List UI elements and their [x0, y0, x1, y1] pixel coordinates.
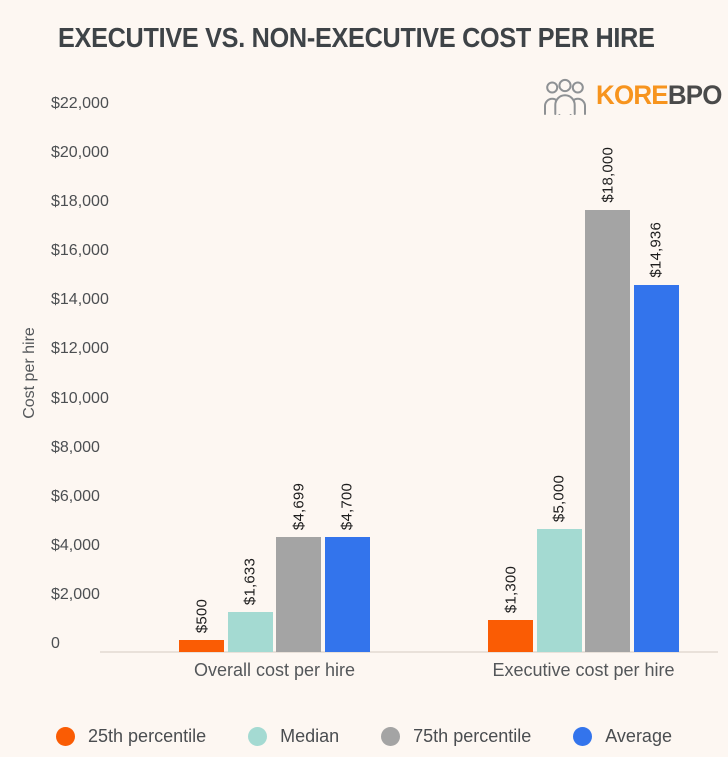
brand-kore: KORE — [596, 80, 669, 110]
y-tick-label: $14,000 — [51, 291, 109, 309]
bar-value-label: $4,700 — [338, 482, 356, 530]
bar-value-label: $1,633 — [241, 557, 259, 605]
bar: $500 — [179, 599, 224, 652]
legend-dot-icon — [248, 727, 268, 746]
y-tick-label: $2,000 — [51, 585, 100, 603]
brand-logo: KOREBPO — [542, 78, 722, 115]
brand-bpo: BPO — [667, 80, 723, 110]
legend-label: Average — [605, 726, 672, 746]
y-tick-label: $4,000 — [51, 536, 100, 554]
legend-dot-icon — [573, 727, 593, 746]
legend-dot-icon — [56, 727, 76, 746]
legend-item: Average — [573, 726, 672, 747]
y-tick-label: $20,000 — [51, 144, 109, 162]
legend-item: Median — [248, 726, 339, 747]
y-tick-label: $6,000 — [51, 487, 100, 505]
legend: 25th percentile Median 75th percentile Aver… — [0, 726, 728, 747]
y-tick-label: $18,000 — [51, 193, 109, 211]
bar-value-label: $500 — [193, 598, 210, 633]
y-tick-label: $10,000 — [51, 389, 109, 407]
bar: $4,700 — [324, 483, 370, 652]
bar: $4,699 — [276, 483, 321, 652]
legend-item: 25th percentile — [56, 726, 206, 747]
y-tick-label: $16,000 — [51, 242, 109, 260]
bar: $1,633 — [227, 558, 273, 652]
y-tick-label: $12,000 — [51, 340, 109, 358]
bar-value-label: $1,300 — [502, 565, 519, 613]
legend-item: 75th percentile — [381, 726, 531, 747]
y-tick-label: $8,000 — [51, 438, 100, 456]
legend-label: Median — [280, 726, 340, 746]
people-group-icon — [544, 78, 586, 115]
bar: $18,000 — [585, 147, 630, 652]
legend-label: 75th percentile — [413, 726, 532, 746]
x-axis-line — [100, 651, 718, 653]
y-tick-label: $22,000 — [51, 95, 109, 112]
bar-value-label: $4,699 — [290, 482, 307, 530]
legend-label: 25th percentile — [88, 726, 207, 746]
bar: $1,300 — [488, 566, 533, 652]
bar: $5,000 — [536, 475, 582, 652]
bar: $14,936 — [633, 222, 679, 652]
chart-title: EXECUTIVE VS. NON-EXECUTIVE COST PER HIR… — [58, 22, 655, 53]
bar-value-label: $5,000 — [550, 474, 568, 522]
bar-value-label: $18,000 — [599, 147, 616, 203]
y-axis-title: Cost per hire — [21, 327, 38, 419]
legend-dot-icon — [381, 727, 401, 746]
x-category-label: Executive cost per hire — [492, 660, 675, 680]
brand-wordmark: KOREBPO — [596, 80, 722, 111]
x-category-label: Overall cost per hire — [193, 660, 356, 680]
y-tick-label: 0 — [51, 635, 60, 652]
bar-value-label: $14,936 — [647, 222, 665, 278]
